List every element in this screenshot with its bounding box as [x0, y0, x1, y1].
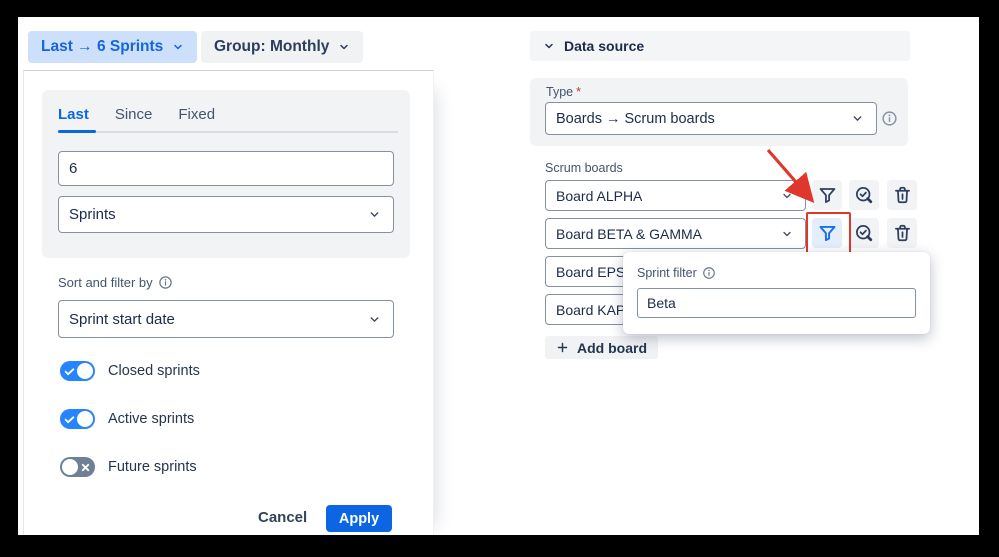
active-sprints-row: Active sprints	[60, 409, 194, 429]
future-sprints-label: Future sprints	[108, 459, 197, 475]
chevron-down-icon	[543, 40, 555, 52]
future-sprints-row: Future sprints	[60, 457, 197, 477]
info-icon[interactable]	[881, 110, 898, 127]
apply-button[interactable]: Apply	[326, 505, 392, 532]
delete-board-icon[interactable]	[887, 180, 917, 210]
future-sprints-toggle[interactable]	[60, 457, 95, 477]
data-source-title: Data source	[564, 38, 645, 54]
group-by-chip[interactable]: Group: Monthly	[201, 31, 364, 63]
toggle-knob	[77, 411, 93, 427]
scrum-boards-label: Scrum boards	[545, 161, 623, 175]
required-asterisk: *	[576, 85, 581, 99]
filter-icon[interactable]	[812, 180, 842, 210]
cancel-button[interactable]: Cancel	[258, 509, 308, 526]
plus-icon	[556, 341, 569, 354]
delete-board-icon[interactable]	[887, 218, 917, 248]
validate-board-icon[interactable]	[849, 218, 879, 248]
chevron-down-icon	[338, 41, 350, 53]
range-tabs: Last Since Fixed	[58, 106, 215, 123]
closed-sprints-toggle[interactable]	[60, 361, 95, 381]
active-sprints-label: Active sprints	[108, 411, 195, 427]
chevron-down-icon	[781, 190, 793, 202]
board-select-1[interactable]: Board ALPHA	[545, 180, 806, 211]
tabs-divider	[58, 131, 398, 133]
sprint-filter-popup: Sprint filter	[623, 252, 930, 334]
chevron-down-icon	[368, 313, 381, 326]
sprint-filter-label: Sprint filter	[637, 266, 697, 280]
validate-board-icon[interactable]	[849, 180, 879, 210]
active-tab-indicator	[58, 130, 96, 133]
sort-by-value: Sprint start date	[69, 310, 175, 328]
sprint-range-chip-label: Last → 6 Sprints	[41, 38, 164, 55]
group-by-chip-label: Group: Monthly	[214, 38, 330, 55]
sort-filter-label-row: Sort and filter by	[58, 275, 173, 290]
sprint-unit-value: Sprints	[69, 206, 116, 223]
active-sprints-toggle[interactable]	[60, 409, 95, 429]
cross-icon	[79, 461, 92, 474]
check-icon	[63, 413, 76, 426]
sort-by-select[interactable]: Sprint start date	[58, 300, 394, 338]
filter-icon-active[interactable]	[812, 218, 842, 248]
sort-filter-label: Sort and filter by	[58, 275, 153, 290]
type-select[interactable]: Boards → Scrum boards	[545, 102, 877, 135]
board-select-2[interactable]: Board BETA & GAMMA	[545, 218, 806, 249]
add-board-label: Add board	[577, 339, 647, 356]
chevron-down-icon	[851, 112, 864, 125]
sprint-unit-select[interactable]: Sprints	[58, 196, 394, 233]
info-icon[interactable]	[158, 275, 173, 290]
closed-sprints-row: Closed sprints	[60, 361, 200, 381]
board-select-3-value: Board EPSIL	[556, 263, 637, 280]
check-icon	[63, 365, 76, 378]
sprint-filter-label-row: Sprint filter	[637, 266, 716, 280]
chevron-down-icon	[368, 208, 381, 221]
board-select-2-value: Board BETA & GAMMA	[556, 225, 703, 242]
data-source-section-header[interactable]: Data source	[530, 31, 910, 61]
info-icon[interactable]	[702, 266, 716, 280]
type-label-text: Type	[546, 85, 574, 99]
sprint-range-chip[interactable]: Last → 6 Sprints	[28, 31, 198, 63]
tab-last[interactable]: Last	[58, 106, 89, 123]
toggle-knob	[62, 459, 78, 475]
add-board-button[interactable]: Add board	[545, 336, 658, 359]
chevron-down-icon	[781, 228, 793, 240]
closed-sprints-label: Closed sprints	[108, 363, 200, 379]
board-select-1-value: Board ALPHA	[556, 187, 643, 204]
toggle-knob	[77, 363, 93, 379]
sprint-filter-input[interactable]	[637, 288, 916, 318]
chevron-down-icon	[172, 41, 184, 53]
sprint-count-input[interactable]	[58, 151, 394, 186]
tab-since[interactable]: Since	[114, 106, 153, 123]
type-select-value: Boards → Scrum boards	[556, 110, 715, 127]
tab-fixed[interactable]: Fixed	[178, 106, 216, 123]
board-select-4-value: Board KAPP	[556, 301, 635, 318]
type-label: Type *	[546, 85, 581, 99]
